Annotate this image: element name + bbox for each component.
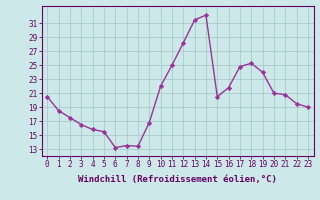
X-axis label: Windchill (Refroidissement éolien,°C): Windchill (Refroidissement éolien,°C) xyxy=(78,175,277,184)
